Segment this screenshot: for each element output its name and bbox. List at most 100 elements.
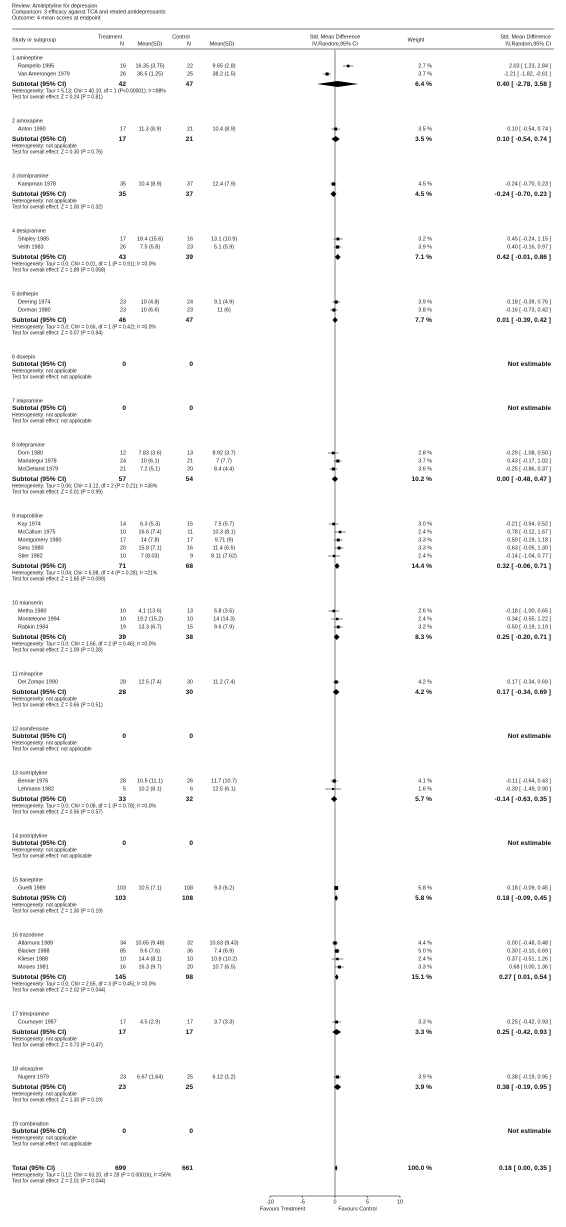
treatment-mean-sd: 10.2 (8.1) — [138, 786, 161, 792]
overall-effect: Test for overall effect: Z = 2.01 (P = 0… — [12, 1178, 106, 1184]
subtotal-label: Subtotal (95% CI) — [12, 974, 66, 981]
control-mean-sd: 11 (6) — [217, 307, 231, 313]
control-n: 20 — [187, 466, 193, 472]
effect-estimate: 2.03 [ 1.23, 2.84 ] — [509, 63, 551, 69]
study-name: Moises 1981 — [18, 964, 49, 970]
effect-estimate: 0.43 [ -0.17, 1.02 ] — [507, 458, 551, 464]
control-n: 98 — [186, 974, 194, 981]
control-n: 17 — [187, 1019, 193, 1025]
study-name: McCallum 1975 — [18, 529, 55, 535]
study-name: Guelfi 1989 — [18, 885, 46, 891]
treatment-n: 10 — [120, 529, 126, 535]
control-n: 36 — [187, 948, 193, 954]
comparison-title: Comparison: 3 efficacy against TCA and r… — [12, 9, 166, 15]
control-n: 0 — [189, 733, 193, 740]
study-name: Sims 1980 — [18, 545, 43, 551]
study-name: McClelland 1979 — [18, 466, 58, 472]
study-name: Veith 1983 — [18, 244, 43, 250]
weight: 2.4 % — [418, 956, 432, 962]
study-square — [338, 530, 342, 534]
treatment-n: 71 — [119, 563, 127, 570]
effect-estimate: -0.29 [ -1.08, 0.50 ] — [505, 450, 551, 456]
subtotal-label: Subtotal (95% CI) — [12, 733, 66, 740]
overall-effect: Test for overall effect: Z = 0.24 (P = 0… — [12, 94, 103, 100]
control-mean-sd: 6.12 (1.2) — [212, 1074, 235, 1080]
study-name: Shipley 1985 — [18, 236, 49, 242]
effect-estimate: 0.10 [ -0.54, 0.74 ] — [507, 126, 551, 132]
column-header: Treatment — [98, 34, 123, 40]
control-mean-sd: 14 (14.3) — [213, 616, 235, 622]
column-header: Study or subgroup — [12, 37, 56, 43]
control-n: 16 — [187, 236, 193, 242]
weight: 3.9 % — [415, 1084, 432, 1091]
summary-diamond — [334, 563, 340, 569]
control-mean-sd: 9.3 (6.2) — [214, 885, 234, 891]
subtotal-label: Subtotal (95% CI) — [12, 840, 66, 847]
control-mean-sd: 10.3 (8.1) — [212, 529, 235, 535]
treatment-mean-sd: 19.4 (15.6) — [137, 236, 163, 242]
study-square — [335, 617, 339, 621]
subtotal-label: Subtotal (95% CI) — [12, 689, 66, 696]
treatment-n: 10 — [120, 608, 126, 614]
effect-estimate: 0.17 [ -0.34, 0.69 ] — [507, 679, 551, 685]
summary-diamond — [331, 136, 340, 142]
control-mean-sd: 11.4 (6.5) — [213, 545, 236, 551]
summary-diamond — [330, 796, 338, 802]
control-mean-sd: 10.8 (10.2) — [211, 956, 237, 962]
treatment-n: 17 — [119, 136, 127, 143]
treatment-mean-sd: 7.5 (5.8) — [140, 244, 160, 250]
tick-label: -5 — [300, 1199, 305, 1205]
summary-diamond — [333, 634, 340, 640]
group-title: 3 clomipramine — [12, 173, 49, 179]
effect-estimate: 0.27 [ 0.01, 0.54 ] — [499, 974, 551, 981]
control-n: 22 — [187, 63, 193, 69]
study-square — [331, 451, 335, 455]
control-n: 0 — [189, 840, 193, 847]
control-mean-sd: 10.7 (6.5) — [212, 964, 235, 970]
weight: 4.4 % — [418, 940, 432, 946]
axis-label: Favours Treatment — [260, 1206, 306, 1212]
overall-effect: Test for overall effect: Z = 1.09 (P = 0… — [12, 647, 103, 653]
group-title: 16 trazodone — [12, 932, 43, 938]
heterogeneity: Heterogeneity: not applicable — [12, 1036, 77, 1042]
group-title: 1 amineptine — [12, 55, 43, 61]
treatment-n: 0 — [122, 840, 126, 847]
column-header: N — [187, 41, 191, 47]
control-mean-sd: 12.5 (6.1) — [212, 786, 235, 792]
overall-effect: Test for overall effect: not applicable — [12, 1141, 92, 1147]
heterogeneity: Heterogeneity: Tau² = 0.0; Chi² = 0.01, … — [12, 261, 156, 267]
heterogeneity: Heterogeneity: not applicable — [12, 1091, 77, 1097]
effect-estimate: 0.38 [ -0.19, 0.95 ] — [507, 1074, 551, 1080]
study-square — [334, 300, 338, 304]
overall-effect: Test for overall effect: Z = 1.30 (P = 0… — [12, 908, 103, 914]
control-mean-sd: 11.2 (7.4) — [213, 679, 236, 685]
weight: 3.3 % — [418, 545, 432, 551]
heterogeneity: Heterogeneity: not applicable — [12, 902, 77, 908]
weight: 4.5 % — [415, 191, 432, 198]
group-title: 9 maprotiline — [12, 513, 43, 519]
treatment-mean-sd: 7 (8.03) — [141, 553, 160, 559]
weight: 5.7 % — [415, 796, 432, 803]
treatment-mean-sd: 10 (6.1) — [141, 458, 160, 464]
subtotal-label: Subtotal (95% CI) — [12, 136, 66, 143]
study-name: Dorman 1980 — [18, 307, 51, 313]
subtotal-label: Subtotal (95% CI) — [12, 1128, 66, 1135]
tick-label: 10 — [397, 1199, 403, 1205]
study-name: Mariategui 1978 — [18, 458, 57, 464]
summary-diamond — [332, 689, 340, 695]
treatment-n: 17 — [120, 1019, 126, 1025]
control-n: 26 — [187, 778, 193, 784]
study-name: Klieser 1988 — [18, 956, 48, 962]
subtotal-label: Subtotal (95% CI) — [12, 895, 66, 902]
study-name: Lehmann 1982 — [18, 786, 54, 792]
weight: 3.7 % — [418, 458, 432, 464]
study-name: Montgomery 1980 — [18, 537, 61, 543]
effect-estimate: -0.30 [ -1.49, 0.90 ] — [505, 786, 551, 792]
weight: 4.5 % — [418, 181, 432, 187]
effect-estimate: -0.24 [ -0.70, 0.23 ] — [505, 181, 551, 187]
overall-effect: Test for overall effect: not applicable — [12, 418, 92, 424]
group-title: 12 nomifensine — [12, 726, 49, 732]
treatment-mean-sd: 13.3 (6.7) — [138, 624, 161, 630]
control-n: 30 — [187, 679, 193, 685]
